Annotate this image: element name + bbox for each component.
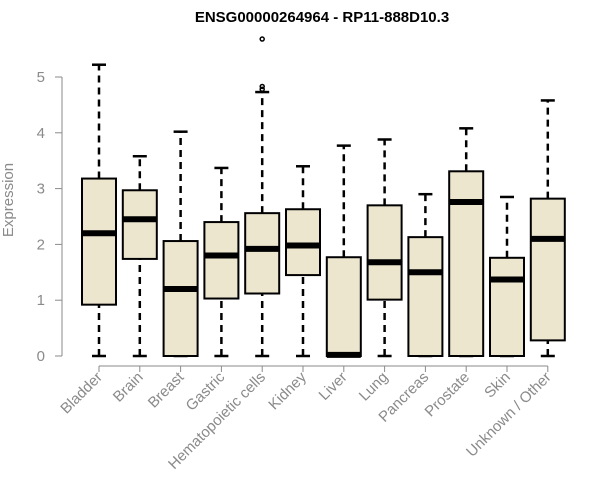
box-kidney	[285, 165, 321, 358]
y-tick-label: 1	[37, 292, 45, 309]
outlier-point	[259, 86, 265, 93]
category-label: Brain	[110, 369, 147, 406]
box-hematopoietic-cells	[244, 36, 281, 358]
box-brain	[121, 154, 158, 358]
axes: 0 1 2 3 4 5	[37, 69, 63, 365]
y-tick-label: 4	[37, 125, 45, 142]
iqr-box	[162, 240, 199, 357]
category-label: Kidney	[265, 368, 310, 413]
iqr-box	[244, 212, 281, 295]
iqr-box	[121, 189, 158, 260]
y-axis-label: Expression	[0, 163, 17, 237]
iqr-box	[366, 204, 403, 301]
box-liver	[325, 144, 362, 358]
box-breast	[162, 130, 199, 358]
iqr-box	[203, 221, 240, 300]
box-skin	[489, 195, 525, 358]
category-label: Prostate	[421, 369, 473, 421]
boxes	[81, 36, 566, 358]
y-tick-label: 5	[37, 69, 45, 86]
box-bladder	[81, 63, 117, 358]
y-tick-label: 3	[37, 181, 45, 198]
iqr-box	[285, 208, 321, 277]
iqr-box	[529, 197, 566, 342]
outlier-point	[259, 83, 265, 90]
box-prostate	[448, 127, 485, 358]
y-tick-label: 2	[37, 236, 45, 253]
y-tick-label: 0	[37, 348, 45, 365]
box-pancreas	[407, 192, 444, 358]
iqr-box	[325, 256, 362, 358]
chart-title: ENSG00000264964 - RP11-888D10.3	[195, 9, 449, 26]
iqr-box	[81, 177, 117, 306]
iqr-box	[489, 256, 525, 357]
category-label: Liver	[316, 369, 351, 404]
category-label: Breast	[145, 368, 188, 411]
box-unknown-other	[529, 99, 566, 358]
box-lung	[366, 138, 403, 358]
box-gastric	[203, 166, 240, 358]
iqr-box	[407, 236, 444, 357]
category-label: Lung	[356, 369, 392, 405]
category-label: Bladder	[57, 369, 106, 418]
outlier-point	[259, 36, 265, 42]
category-label: Skin	[481, 369, 514, 402]
